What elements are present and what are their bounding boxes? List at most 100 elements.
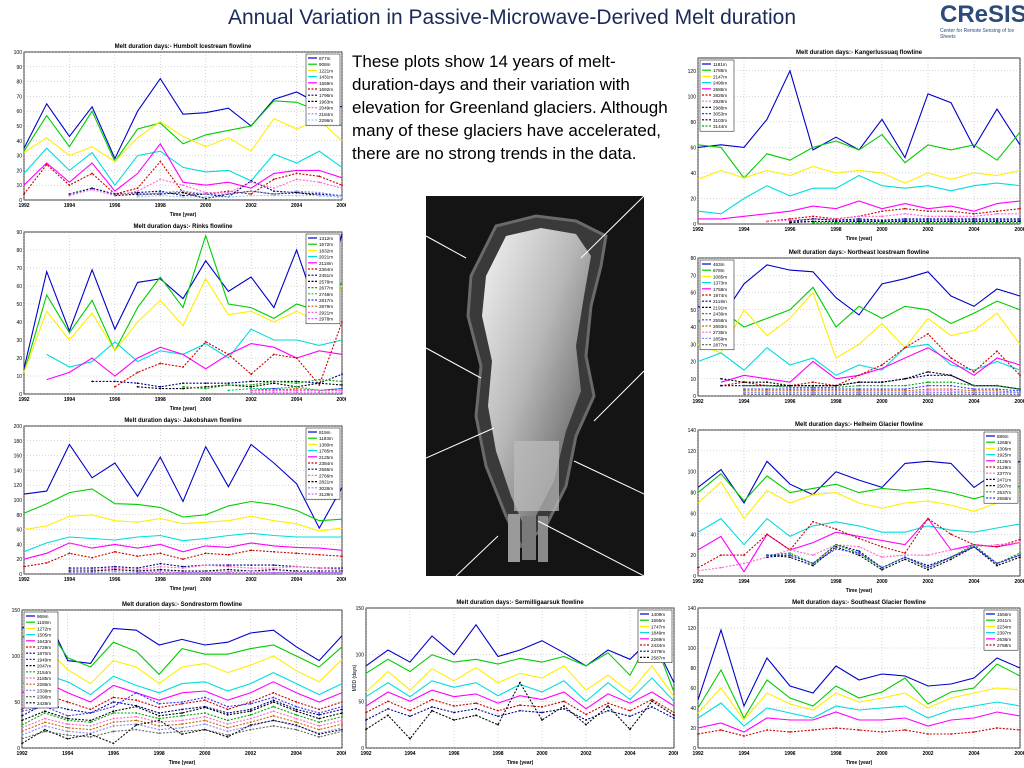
legend-label: 1643m [37, 639, 51, 644]
series-point [789, 219, 791, 222]
y-tick-label: 140 [688, 428, 697, 434]
series-point [182, 184, 184, 187]
series-point [295, 389, 298, 392]
series-point [227, 196, 230, 198]
series-point [1019, 389, 1021, 392]
series-point [996, 212, 998, 215]
series-point [159, 562, 162, 565]
x-axis-label: Time (year) [170, 212, 197, 218]
series-point [21, 724, 23, 726]
legend-label: 1380m [319, 442, 333, 447]
series-point [227, 553, 230, 556]
series-point [227, 384, 230, 386]
series-point [904, 207, 906, 210]
series-point [789, 393, 791, 396]
legend-label: 2988m [713, 105, 727, 110]
series-point [835, 221, 837, 224]
legend-label: 2471m [997, 477, 1011, 482]
legend-label: 2496m [713, 81, 727, 86]
y-tick-label: 0 [693, 222, 696, 228]
y-tick-label: 120 [14, 483, 23, 489]
series-point [318, 384, 321, 386]
series-line-1849m [365, 677, 675, 703]
series-point [226, 719, 229, 722]
series-point [950, 393, 952, 396]
series-line-1085m [697, 291, 1021, 359]
y-tick-label: 40 [690, 532, 696, 538]
y-tick-label: 60 [690, 145, 696, 151]
y-tick-label: 70 [16, 94, 22, 100]
y-tick-label: 40 [16, 320, 22, 326]
series-point [249, 728, 252, 731]
series-point [1019, 217, 1021, 220]
series-point [112, 705, 115, 708]
y-tick-label: 150 [356, 606, 365, 612]
series-point [927, 517, 929, 520]
plot-area [365, 607, 675, 749]
series-point [250, 549, 253, 552]
series-point [89, 725, 92, 727]
series-point [113, 570, 116, 573]
series-point [272, 719, 275, 722]
series-point [295, 194, 298, 197]
series-point [766, 388, 768, 390]
series-line-2384m [23, 549, 343, 568]
series-point [295, 710, 298, 713]
legend-label: 2129m [997, 465, 1011, 470]
series-point [272, 187, 275, 190]
series-point [318, 733, 321, 736]
series-point [950, 374, 952, 377]
series-point [68, 184, 71, 187]
x-tick-label: 1992 [18, 203, 29, 209]
series-point [341, 719, 343, 722]
description-text: These plots show 14 years of melt-durati… [352, 52, 668, 163]
series-point [295, 713, 298, 716]
legend-label: 1221m [319, 68, 333, 73]
series-point [881, 221, 883, 224]
series-point [158, 702, 161, 705]
series-point [112, 717, 115, 720]
series-point [835, 528, 837, 530]
legend-label: 2921m [319, 310, 333, 315]
series-point [1019, 538, 1021, 541]
series-point [812, 220, 814, 223]
logo-text: CReSIS [940, 1, 1024, 28]
series-point [272, 710, 275, 713]
legend-label: 1747m [651, 624, 665, 629]
chart-svg: Melt duration days:- Sondrestorm flowlin… [12, 602, 346, 766]
x-tick-label: 1994 [64, 203, 75, 209]
series-point [973, 543, 975, 546]
series-point [295, 728, 298, 731]
legend-label: 2929m [713, 99, 727, 104]
series-point [881, 210, 883, 213]
x-tick-label: 2004 [968, 751, 979, 757]
series-point [858, 550, 860, 552]
series-point [789, 386, 791, 389]
series-point [950, 384, 952, 387]
series-point [112, 701, 115, 703]
y-tick-label: 40 [16, 542, 22, 548]
series-point [226, 730, 229, 733]
series-point [387, 707, 389, 710]
series-point [1019, 729, 1021, 731]
series-point [159, 570, 162, 572]
series-line-2296m [137, 195, 343, 198]
series-point [927, 391, 929, 394]
series-point [812, 217, 814, 220]
series-point [182, 191, 184, 194]
series-point [203, 706, 206, 709]
series-point [835, 727, 837, 729]
series-point [272, 178, 275, 181]
series-point [318, 728, 321, 731]
series-point [497, 715, 499, 718]
series-point [66, 737, 69, 740]
series-point [766, 381, 768, 384]
x-tick-label: 2006 [336, 203, 346, 209]
plot-area [697, 57, 1021, 225]
plot-area [697, 257, 1021, 397]
series-point [904, 558, 906, 561]
series-point [341, 391, 343, 394]
y-tick-label: 140 [688, 606, 697, 612]
series-point [136, 568, 139, 571]
series-point [996, 543, 998, 546]
